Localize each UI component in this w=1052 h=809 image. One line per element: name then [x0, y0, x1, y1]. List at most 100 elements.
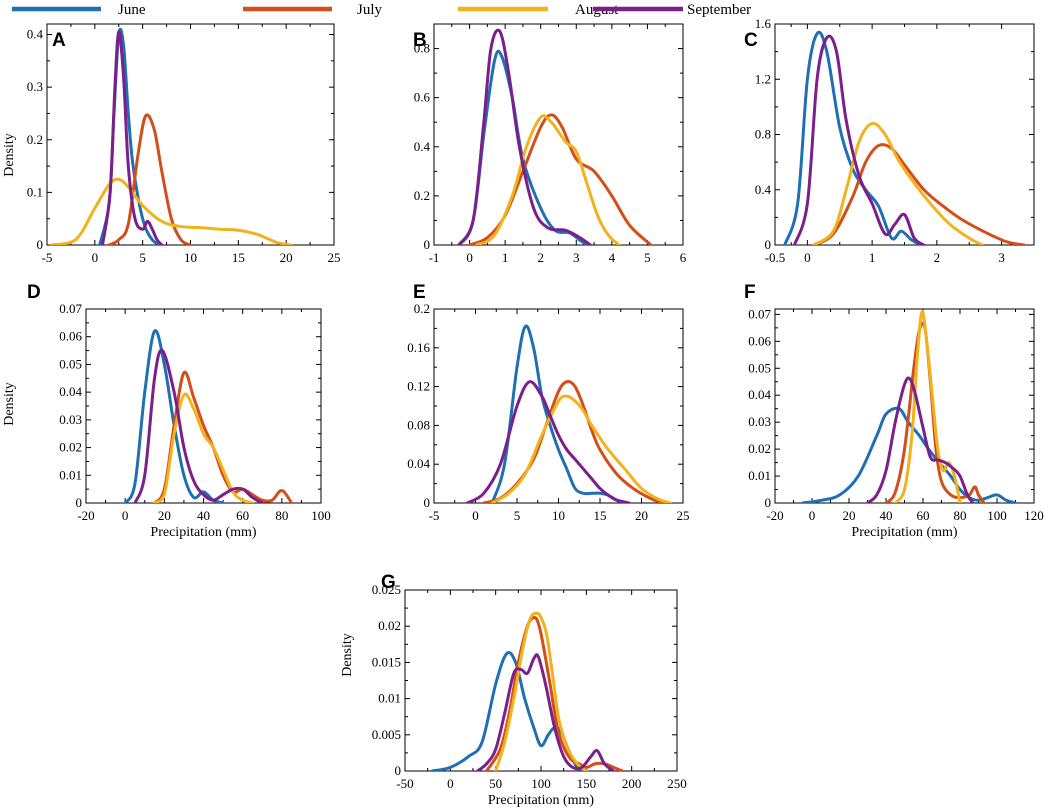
- x-tick-label: -0.5: [765, 250, 786, 265]
- y-tick-label: 0.02: [748, 441, 771, 456]
- series-line-june-c: [783, 30, 923, 245]
- panel-label-a: A: [52, 30, 66, 51]
- x-tick-label: 20: [158, 508, 171, 523]
- x-tick-label: 40: [880, 508, 893, 523]
- series-line-august-b: [475, 114, 621, 245]
- x-tick-label: 60: [917, 508, 930, 523]
- x-tick-label: 5: [139, 250, 146, 265]
- series-line-june-b: [457, 49, 589, 245]
- x-tick-label: 200: [622, 776, 642, 791]
- y-tick-label: 0.04: [407, 456, 430, 471]
- x-tick-label: 1: [502, 250, 509, 265]
- x-tick-label: 0: [466, 250, 473, 265]
- y-tick-label: 0.16: [407, 340, 430, 355]
- y-tick-label: 0.01: [748, 468, 771, 483]
- x-tick-label: 15: [232, 250, 245, 265]
- x-tick-label: 25: [328, 250, 341, 265]
- x-tick-label: 20: [635, 508, 648, 523]
- x-tick-label: -20: [77, 508, 94, 523]
- x-tick-label: 5: [644, 250, 651, 265]
- y-tick-label: 0.1: [27, 184, 43, 199]
- series-line-september-a: [100, 30, 164, 245]
- series-line-august-d: [153, 392, 254, 503]
- x-tick-label: 60: [236, 508, 249, 523]
- x-tick-label: -5: [42, 250, 53, 265]
- legend: June July August September: [12, 2, 751, 18]
- x-tick-label: 0: [809, 508, 816, 523]
- panel-label-b: B: [413, 30, 427, 51]
- x-tick-label: 0: [804, 250, 811, 265]
- y-axis-label: Density: [2, 133, 17, 177]
- y-tick-label: 0: [424, 237, 431, 252]
- x-tick-label: 0: [92, 250, 99, 265]
- x-tick-label: 20: [843, 508, 856, 523]
- series-line-september-c: [792, 34, 926, 245]
- y-tick-label: 0: [424, 495, 431, 510]
- series-line-september-d: [133, 348, 264, 503]
- y-tick-label: 0.06: [59, 329, 82, 344]
- panel-g: G-50 0 50 100 150 200 25000.0050.010.0150.020.…: [340, 572, 687, 808]
- y-tick-label: 0.4: [414, 139, 431, 154]
- y-tick-label: 0.04: [748, 387, 771, 402]
- panel-label-f: F: [744, 282, 756, 303]
- plot-frame-b: [433, 23, 684, 246]
- x-tick-label: 80: [275, 508, 288, 523]
- x-tick-label: 100: [987, 508, 1007, 523]
- x-axis-label: Precipitation (mm): [488, 793, 594, 808]
- plot-frame-e: [433, 308, 684, 504]
- y-tick-label: 0.8: [755, 127, 771, 142]
- legend-label-september: September: [687, 2, 751, 18]
- series-line-july-g: [485, 616, 625, 771]
- series-line-august-a: [50, 177, 293, 245]
- legend-label-july: July: [357, 2, 383, 18]
- x-tick-label: 4: [609, 250, 616, 265]
- x-tick-label: 150: [577, 776, 597, 791]
- y-tick-label: 1.6: [755, 16, 772, 31]
- y-tick-label: 0.2: [414, 301, 430, 316]
- y-tick-label: 0.005: [372, 727, 401, 742]
- y-axis-label: Density: [2, 382, 17, 426]
- y-tick-label: 1.2: [755, 71, 771, 86]
- panel-label-e: E: [413, 282, 426, 303]
- y-tick-label: 0.06: [748, 333, 771, 348]
- y-tick-label: 0.2: [414, 188, 430, 203]
- x-tick-label: 6: [680, 250, 687, 265]
- x-axis-label: Precipitation (mm): [851, 525, 957, 540]
- plot-frame-d: [85, 308, 322, 504]
- series-line-september-e: [465, 380, 631, 503]
- x-tick-label: 120: [1024, 508, 1044, 523]
- plot-frame-a: [46, 23, 335, 246]
- y-axis-label: Density: [340, 633, 355, 677]
- y-tick-label: 0.03: [748, 414, 771, 429]
- x-tick-label: 2: [934, 250, 941, 265]
- x-tick-label: -5: [429, 508, 440, 523]
- y-tick-label: 0.4: [27, 27, 44, 42]
- x-tick-label: 0: [447, 776, 454, 791]
- y-tick-label: 0.04: [59, 384, 82, 399]
- y-tick-label: 0.03: [59, 412, 82, 427]
- x-tick-label: 100: [311, 508, 331, 523]
- y-tick-label: 0.05: [59, 356, 82, 371]
- series-line-july-f: [884, 321, 986, 503]
- x-tick-label: 15: [594, 508, 607, 523]
- y-tick-label: 0.05: [748, 360, 771, 375]
- series-line-july-d: [153, 370, 294, 503]
- legend-label-june: June: [118, 2, 146, 18]
- y-tick-label: 0.2: [27, 132, 43, 147]
- x-tick-label: 25: [677, 508, 690, 523]
- series-line-july-a: [107, 113, 192, 245]
- panel-label-d: D: [27, 282, 41, 303]
- series-line-august-g: [494, 611, 588, 771]
- y-tick-label: 0.3: [27, 79, 43, 94]
- x-tick-label: 20: [280, 250, 293, 265]
- y-tick-label: 0.07: [59, 301, 82, 316]
- y-tick-label: 0.08: [407, 417, 430, 432]
- y-tick-label: 0: [765, 237, 772, 252]
- x-tick-label: 1: [869, 250, 876, 265]
- x-tick-label: 50: [489, 776, 502, 791]
- series-line-august-c: [812, 121, 984, 245]
- y-tick-label: 0.8: [414, 41, 430, 56]
- y-tick-label: 0.6: [414, 90, 431, 105]
